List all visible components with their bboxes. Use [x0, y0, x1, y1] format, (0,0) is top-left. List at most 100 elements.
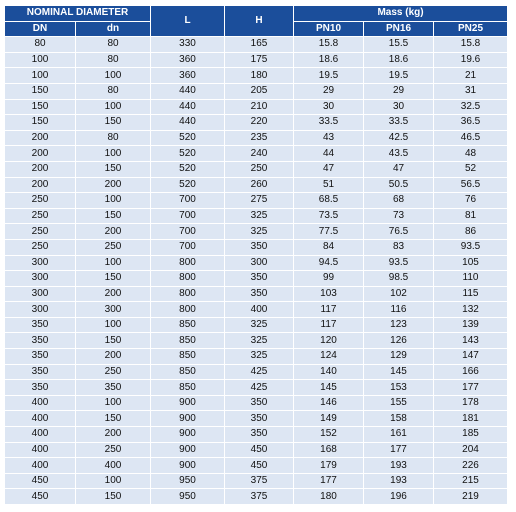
mass-table: NOMINAL DIAMETER L H Mass (kg) DN dn PN1…: [3, 4, 509, 505]
table-cell: 200: [4, 129, 76, 147]
table-cell: 117: [293, 301, 365, 318]
table-row: 350 200 850 325 124 129 147: [4, 348, 509, 365]
table-cell: 210: [224, 98, 295, 116]
table-cell: 120: [293, 332, 365, 350]
table-cell: 700: [150, 192, 226, 209]
table-cell: 150: [74, 270, 152, 287]
table-cell: 84: [293, 238, 365, 256]
table-cell: 400: [4, 426, 76, 443]
table-cell: 181: [433, 410, 509, 428]
table-cell: 325: [224, 223, 295, 240]
table-cell: 152: [293, 426, 365, 443]
table-row: 400 200 900 350 152 161 185: [4, 426, 509, 443]
table-cell: 260: [224, 176, 295, 194]
table-cell: 145: [363, 363, 435, 381]
table-cell: 200: [74, 426, 152, 443]
table-cell: 325: [224, 316, 295, 334]
table-row: 350 150 850 325 120 126 143: [4, 332, 509, 350]
table-cell: 150: [4, 98, 76, 116]
header-cell: dn: [74, 20, 152, 38]
table-row: 150 150 440 220 33.5 33.5 36.5: [4, 114, 509, 131]
table-cell: 520: [150, 129, 226, 147]
table-cell: 850: [150, 379, 226, 396]
table-cell: 175: [224, 51, 295, 69]
table-cell: 150: [4, 114, 76, 131]
table-cell: 250: [74, 441, 152, 459]
header-cell: H: [224, 4, 295, 38]
header-cell: Mass (kg): [293, 5, 509, 22]
table-cell: 250: [4, 238, 76, 256]
table-cell: 375: [224, 488, 295, 505]
table-cell: 440: [150, 82, 226, 100]
table-cell: 450: [4, 472, 76, 490]
table-cell: 177: [293, 472, 365, 490]
table-cell: 520: [150, 176, 226, 194]
table-row: 400 250 900 450 168 177 204: [4, 441, 509, 459]
table-cell: 850: [150, 363, 226, 381]
table-cell: 350: [4, 332, 76, 350]
table-cell: 145: [293, 379, 365, 396]
table-cell: 102: [363, 285, 435, 303]
table-row: 400 100 900 350 146 155 178: [4, 394, 509, 412]
header-cell: PN16: [363, 20, 435, 38]
table-cell: 800: [150, 254, 226, 272]
table-cell: 98.5: [363, 270, 435, 287]
table-row: 80 80 330 165 15.8 15.5 15.8: [4, 36, 509, 53]
table-cell: 250: [224, 160, 295, 178]
table-cell: 193: [363, 457, 435, 474]
table-cell: 250: [4, 207, 76, 225]
table-cell: 180: [224, 67, 295, 84]
table-cell: 850: [150, 332, 226, 350]
table-cell: 178: [433, 394, 509, 412]
table-cell: 450: [224, 441, 295, 459]
table-cell: 18.6: [363, 51, 435, 69]
table-cell: 325: [224, 207, 295, 225]
table-cell: 250: [74, 363, 152, 381]
table-cell: 350: [224, 238, 295, 256]
table-cell: 240: [224, 145, 295, 162]
table-cell: 850: [150, 348, 226, 365]
table-cell: 179: [293, 457, 365, 474]
table-cell: 43: [293, 129, 365, 147]
table-cell: 124: [293, 348, 365, 365]
table-cell: 15.8: [293, 36, 365, 53]
table-cell: 115: [433, 285, 509, 303]
table-cell: 219: [433, 488, 509, 505]
table-cell: 100: [74, 145, 152, 162]
table-cell: 360: [150, 67, 226, 84]
table-cell: 51: [293, 176, 365, 194]
table-cell: 350: [4, 379, 76, 396]
table-row: 200 200 520 260 51 50.5 56.5: [4, 176, 509, 194]
table-cell: 205: [224, 82, 295, 100]
table-cell: 700: [150, 223, 226, 240]
table-cell: 850: [150, 316, 226, 334]
table-cell: 48: [433, 145, 509, 162]
table-cell: 50.5: [363, 176, 435, 194]
table-cell: 900: [150, 426, 226, 443]
table-row: 350 350 850 425 145 153 177: [4, 379, 509, 396]
table-cell: 180: [293, 488, 365, 505]
table-cell: 196: [363, 488, 435, 505]
table-cell: 900: [150, 441, 226, 459]
table-row: 400 400 900 450 179 193 226: [4, 457, 509, 474]
table-cell: 200: [74, 285, 152, 303]
table-cell: 32.5: [433, 98, 509, 116]
table-cell: 29: [363, 82, 435, 100]
table-cell: 150: [74, 332, 152, 350]
table-cell: 200: [74, 176, 152, 194]
table-cell: 200: [74, 223, 152, 240]
table-cell: 350: [224, 426, 295, 443]
table-cell: 950: [150, 472, 226, 490]
table-row: 300 300 800 400 117 116 132: [4, 301, 509, 318]
table-row: 300 150 800 350 99 98.5 110: [4, 270, 509, 287]
table-row: 300 200 800 350 103 102 115: [4, 285, 509, 303]
table-row: 450 100 950 375 177 193 215: [4, 472, 509, 490]
table-cell: 330: [150, 36, 226, 53]
table-cell: 100: [74, 192, 152, 209]
table-cell: 100: [74, 472, 152, 490]
table-cell: 80: [74, 51, 152, 69]
table-cell: 450: [4, 488, 76, 505]
table-cell: 105: [433, 254, 509, 272]
table-cell: 30: [363, 98, 435, 116]
table-cell: 400: [4, 410, 76, 428]
